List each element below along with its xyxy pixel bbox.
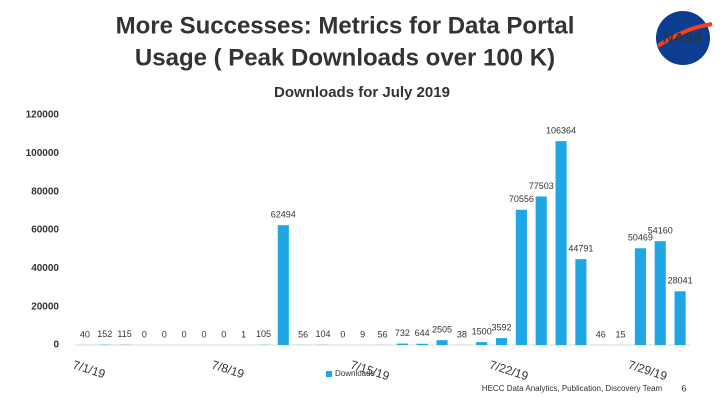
value-label: 77503 bbox=[529, 181, 554, 191]
logo: NASA bbox=[656, 11, 713, 65]
value-label: 56 bbox=[377, 329, 387, 339]
value-label: 1500 bbox=[472, 327, 492, 337]
legend-swatch bbox=[326, 371, 332, 377]
value-label: 0 bbox=[162, 329, 167, 339]
value-label: 1 bbox=[241, 329, 246, 339]
page-number: 6 bbox=[681, 383, 686, 393]
bar bbox=[416, 343, 428, 345]
bar bbox=[495, 338, 508, 345]
bar bbox=[654, 241, 666, 345]
value-label: 9 bbox=[360, 329, 365, 339]
value-label: 0 bbox=[182, 329, 187, 339]
value-label: 0 bbox=[142, 329, 147, 339]
value-label: 70556 bbox=[509, 194, 534, 204]
footer: HECC Data Analytics, Publication, Discov… bbox=[482, 384, 663, 393]
y-tick-label: 20000 bbox=[31, 301, 59, 312]
logo-circle bbox=[656, 11, 710, 65]
value-label: 152 bbox=[97, 329, 112, 339]
value-label: 106364 bbox=[546, 126, 576, 136]
value-label: 44791 bbox=[568, 244, 593, 254]
logo-text: NASA bbox=[663, 30, 703, 46]
value-label: 104 bbox=[315, 329, 330, 339]
y-tick-label: 60000 bbox=[31, 225, 59, 236]
value-label: 0 bbox=[221, 329, 226, 339]
chart-title: Downloads for July 2019 bbox=[274, 84, 450, 101]
value-label: 2505 bbox=[432, 325, 452, 335]
bar bbox=[436, 340, 448, 345]
value-label: 0 bbox=[340, 329, 345, 339]
value-label: 105 bbox=[256, 329, 271, 339]
bar bbox=[515, 209, 527, 345]
value-label: 56 bbox=[298, 329, 308, 339]
bar bbox=[634, 248, 646, 345]
value-label: 46 bbox=[596, 329, 606, 339]
value-label: 28041 bbox=[668, 276, 693, 286]
y-tick-label: 80000 bbox=[31, 186, 59, 197]
logo-swoosh bbox=[656, 22, 713, 48]
bar bbox=[555, 141, 567, 345]
bar bbox=[476, 342, 488, 345]
value-label: 15 bbox=[616, 329, 626, 339]
value-label: 38 bbox=[457, 329, 467, 339]
value-label: 732 bbox=[395, 328, 410, 338]
y-tick-label: 40000 bbox=[31, 263, 59, 274]
value-label: 62494 bbox=[271, 210, 296, 220]
value-label: 0 bbox=[201, 329, 206, 339]
value-label: 50469 bbox=[628, 233, 653, 243]
slide-title: Usage ( Peak Downloads over 100 K) bbox=[135, 44, 555, 71]
bar bbox=[396, 343, 408, 345]
legend-label: Downloads bbox=[335, 369, 375, 378]
bar bbox=[674, 291, 686, 345]
bar bbox=[575, 259, 587, 345]
value-label: 3592 bbox=[492, 322, 512, 332]
y-tick-label: 120000 bbox=[26, 110, 60, 121]
bar bbox=[277, 225, 289, 345]
value-label: 54160 bbox=[648, 226, 673, 236]
y-tick-label: 0 bbox=[53, 340, 59, 351]
value-label: 40 bbox=[80, 329, 90, 339]
y-tick-label: 100000 bbox=[26, 148, 60, 159]
slide-title: More Successes: Metrics for Data Portal bbox=[116, 12, 575, 39]
value-label: 644 bbox=[415, 328, 430, 338]
value-label: 115 bbox=[117, 329, 131, 339]
bar bbox=[535, 196, 547, 345]
